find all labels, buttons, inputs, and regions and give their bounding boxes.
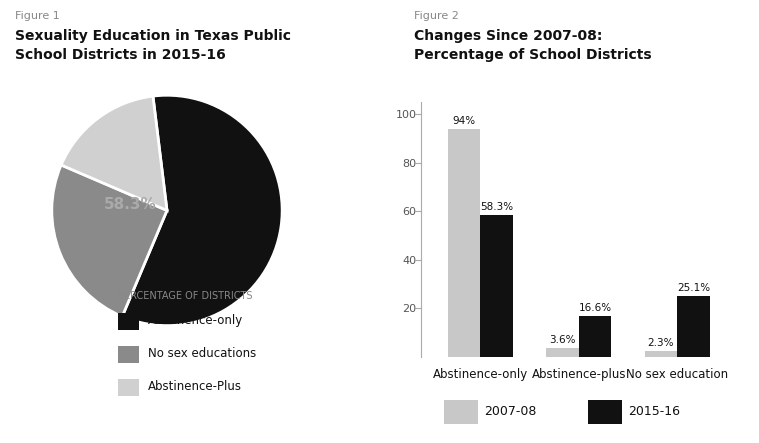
Text: Figure 2: Figure 2 (414, 11, 458, 21)
Bar (448, 128, 480, 357)
Text: 25.1%: 25.1% (677, 283, 710, 293)
Text: 2.3%: 2.3% (647, 338, 674, 348)
Text: 94%: 94% (452, 116, 476, 126)
Wedge shape (122, 95, 282, 326)
Bar (677, 296, 710, 357)
Wedge shape (52, 165, 167, 317)
Text: No sex educations: No sex educations (148, 347, 257, 360)
Text: Sexuality Education in Texas Public
School Districts in 2015-16: Sexuality Education in Texas Public Scho… (15, 29, 291, 62)
Text: 58.3%: 58.3% (104, 197, 156, 212)
Text: 16.6%: 16.6% (169, 240, 222, 255)
Text: 16.6%: 16.6% (578, 303, 612, 314)
Wedge shape (61, 96, 167, 210)
Text: Abstinence-Plus: Abstinence-Plus (148, 380, 242, 393)
Bar (480, 215, 513, 357)
Text: PERCENTAGE OF DISTRICTS: PERCENTAGE OF DISTRICTS (118, 291, 252, 301)
Bar (579, 316, 611, 357)
Bar (644, 351, 677, 357)
Bar (546, 348, 578, 357)
Text: 25.1%: 25.1% (173, 168, 225, 183)
Text: 2007-08: 2007-08 (484, 404, 537, 418)
Text: 2015-16: 2015-16 (628, 404, 681, 418)
Text: 3.6%: 3.6% (550, 335, 576, 345)
Text: 58.3%: 58.3% (480, 202, 513, 212)
Text: Figure 1: Figure 1 (15, 11, 60, 21)
Text: Changes Since 2007-08:
Percentage of School Districts: Changes Since 2007-08: Percentage of Sch… (414, 29, 651, 62)
Text: Abstinence-only: Abstinence-only (148, 314, 243, 327)
